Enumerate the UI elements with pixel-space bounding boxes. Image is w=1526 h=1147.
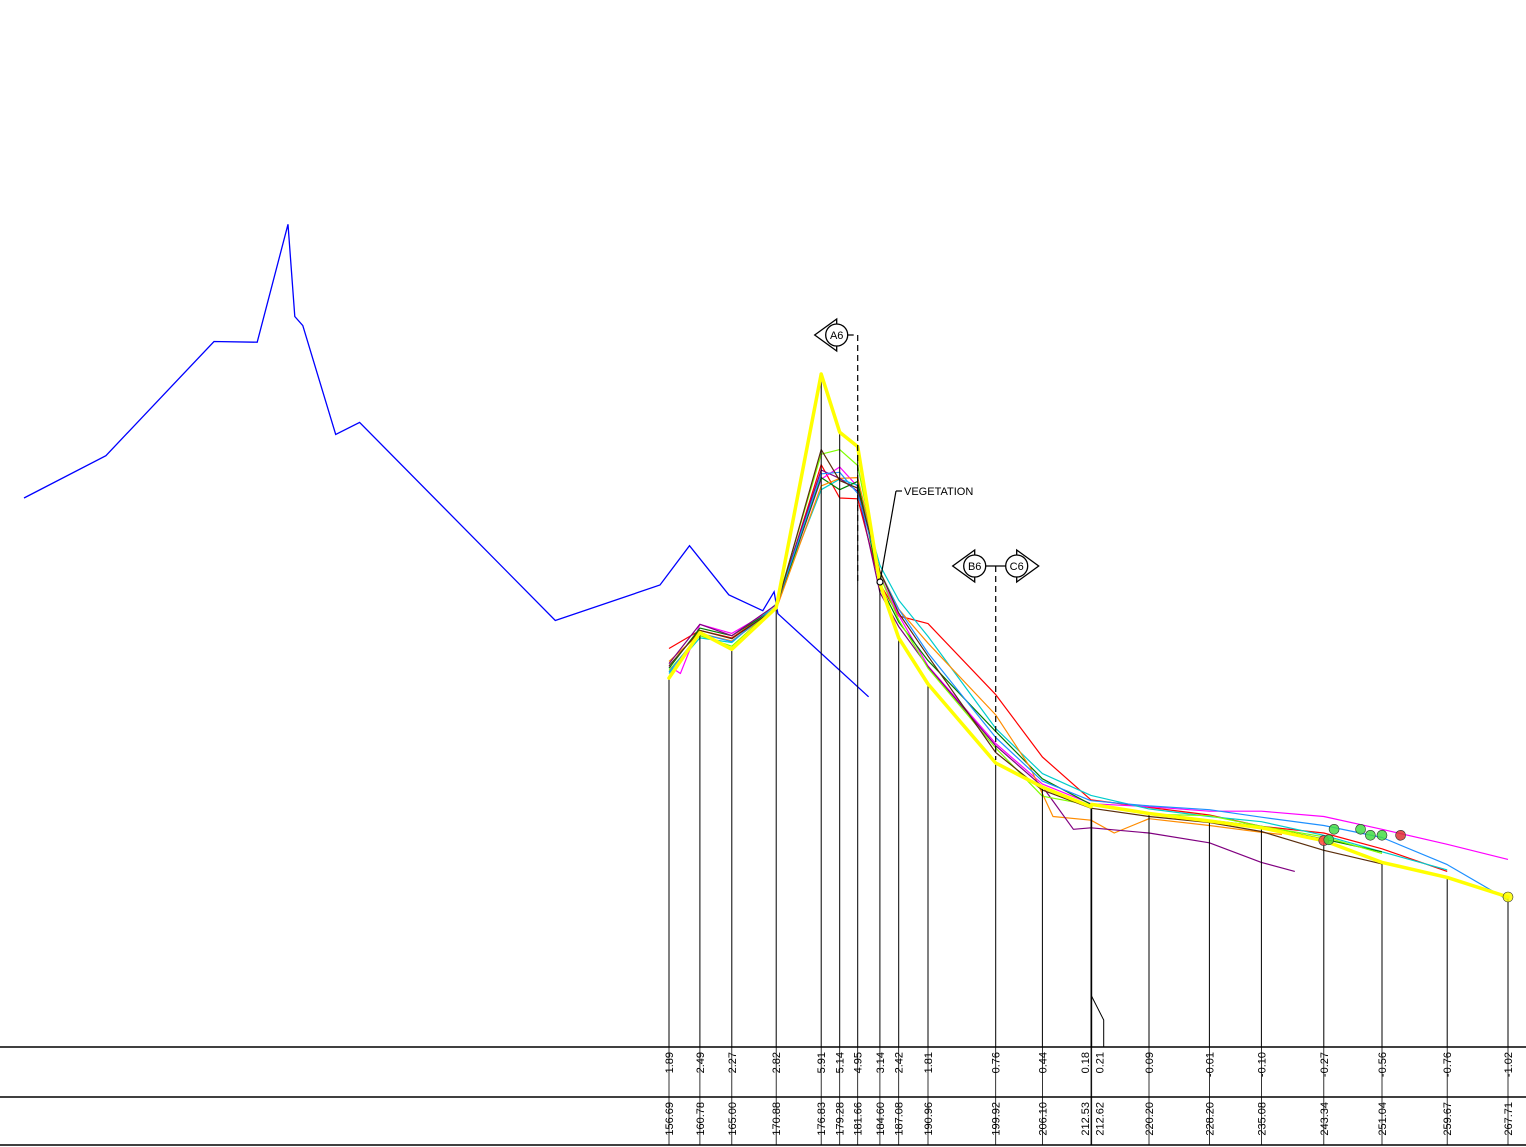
section-marker-label: B6 <box>968 561 981 573</box>
historical-profile-line <box>668 464 1448 872</box>
section-marker-circle <box>825 323 849 347</box>
chainage-tick-label: 156.69 <box>664 1102 676 1136</box>
station-guide-lines <box>668 374 1509 1047</box>
elevation-tick-label: 0.21 <box>1095 1052 1107 1073</box>
chainage-tick-label: 199.92 <box>991 1102 1003 1136</box>
chainage-tick-label: 212.62 <box>1095 1102 1107 1136</box>
elevation-tick-label: 5.91 <box>816 1052 828 1073</box>
chainage-tick-label: 170.88 <box>771 1102 783 1136</box>
survey-point <box>1365 829 1376 841</box>
survey-point <box>1328 823 1340 835</box>
chainage-tick-label: 267.71 <box>1503 1102 1515 1136</box>
elevation-tick-label: 0.44 <box>1037 1052 1049 1073</box>
survey-point <box>1502 891 1514 903</box>
elevation-tick-label: 2.42 <box>894 1052 906 1073</box>
elevation-tick-label: 0.09 <box>1144 1052 1156 1073</box>
section-marker-label: C6 <box>1010 561 1024 573</box>
elevation-tick-label: 2.27 <box>727 1052 739 1073</box>
annotations: VEGETATION <box>876 486 973 586</box>
elevation-tick-label: 5.14 <box>835 1052 847 1073</box>
elevation-tick-label: -0.27 <box>1319 1052 1331 1077</box>
historical-profile-line <box>668 477 1283 836</box>
chainage-tick-label: 259.67 <box>1442 1102 1454 1136</box>
historical-profile-line <box>668 466 1509 860</box>
chainage-tick-label: 187.08 <box>894 1102 906 1136</box>
vegetation-point <box>876 578 884 586</box>
elevation-tick-label: -0.10 <box>1256 1052 1268 1077</box>
historical-profile-line <box>668 478 1448 871</box>
survey-point <box>1323 834 1335 846</box>
chainage-tick-label: 220.20 <box>1144 1102 1156 1136</box>
vegetation-label: VEGETATION <box>904 486 973 498</box>
survey-point <box>1376 829 1388 841</box>
chainage-tick-label: 212.53 <box>1080 1102 1092 1136</box>
elevation-tick-label: 0.76 <box>991 1052 1003 1073</box>
section-marker: A6 <box>813 317 849 353</box>
survey-point <box>1355 823 1366 835</box>
chainage-tick-label: 228.20 <box>1204 1102 1216 1136</box>
chainage-tick-label: 235.08 <box>1256 1102 1268 1136</box>
elevation-tick-label: 0.18 <box>1080 1052 1092 1073</box>
elevation-tick-label: -0.56 <box>1377 1052 1389 1077</box>
chainage-tick-label: 179.28 <box>835 1102 847 1136</box>
chainage-tick-label: 181.66 <box>853 1102 865 1136</box>
station-dogleg-line <box>1090 994 1105 1047</box>
data-table: 1.89 156.69 2.49 160.78 2.27 165.00 2.82 170.88… <box>0 1046 1526 1146</box>
section-marker-circle <box>963 554 987 578</box>
chainage-tick-label: 176.83 <box>816 1102 828 1136</box>
survey-points <box>1318 823 1514 903</box>
chainage-tick-label: 206.10 <box>1037 1102 1049 1136</box>
elevation-tick-label: 2.49 <box>695 1052 707 1073</box>
chainage-tick-label: 251.04 <box>1377 1102 1389 1136</box>
vegetation-leader-line <box>879 490 897 583</box>
section-markers: A6 B6 C6 <box>813 317 1040 760</box>
backshore-profile-line <box>23 224 870 698</box>
elevation-tick-label: 4.95 <box>853 1052 865 1073</box>
elevation-tick-label: 1.89 <box>664 1052 676 1073</box>
chainage-tick-label: 243.34 <box>1319 1102 1331 1136</box>
chainage-tick-label: 190.96 <box>923 1102 935 1136</box>
chainage-tick-label: 165.00 <box>727 1102 739 1136</box>
section-marker-circle <box>1005 554 1029 578</box>
backshore-profile-group <box>23 224 870 698</box>
elevation-tick-label: 3.14 <box>875 1052 887 1073</box>
elevation-tick-label: -0.01 <box>1204 1052 1216 1077</box>
survey-point <box>1395 829 1406 841</box>
main-profile-line <box>667 372 1510 899</box>
section-a6-dashed-line <box>847 334 859 585</box>
chainage-tick-label: 184.60 <box>875 1102 887 1136</box>
elevation-tick-label: 1.81 <box>923 1052 935 1073</box>
chainage-tick-label: 160.78 <box>695 1102 707 1136</box>
elevation-tick-label: -0.76 <box>1442 1052 1454 1077</box>
section-marker-label: A6 <box>830 330 843 342</box>
historical-profile-line <box>668 469 1295 872</box>
section-marker: B6 <box>951 548 987 584</box>
elevation-tick-label: 2.82 <box>771 1052 783 1073</box>
elevation-tick-label: -1.02 <box>1503 1052 1515 1077</box>
main-profile-group <box>667 372 1510 899</box>
section-marker: C6 <box>1005 548 1040 584</box>
